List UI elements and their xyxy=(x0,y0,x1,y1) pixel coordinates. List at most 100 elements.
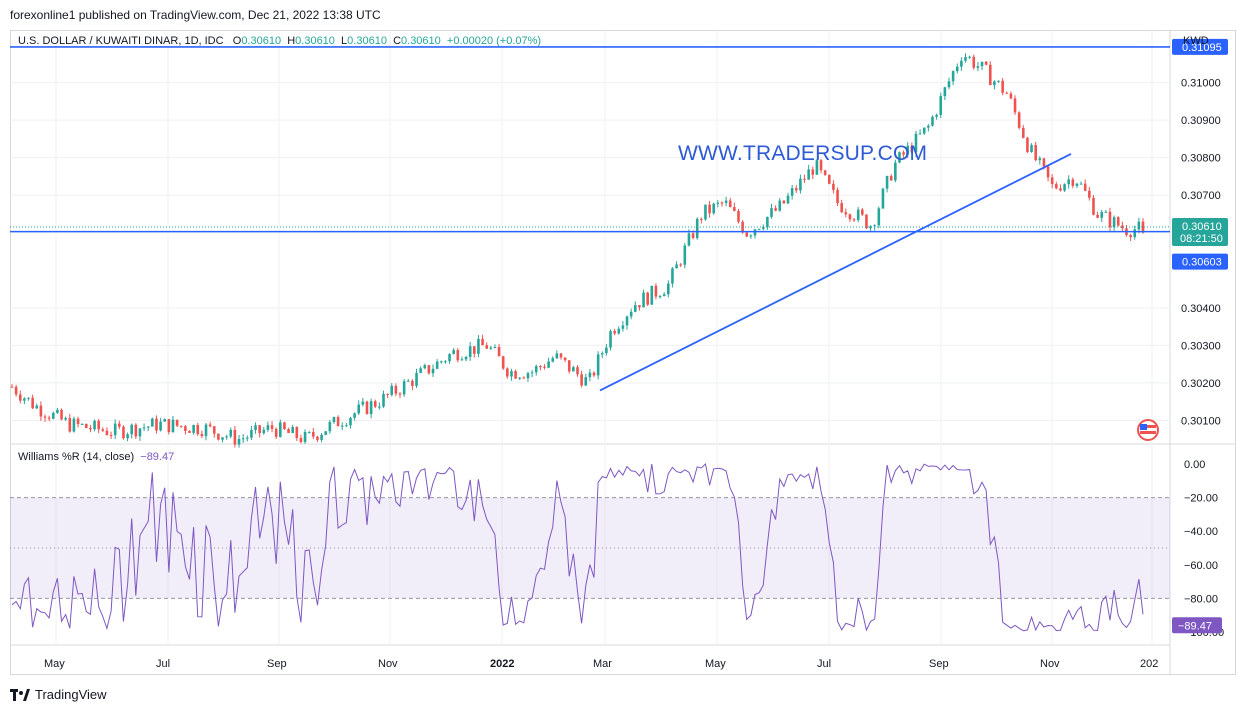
candle-body xyxy=(270,425,274,429)
candle-body xyxy=(997,80,1000,82)
candle-body xyxy=(163,419,167,422)
candle-body xyxy=(126,434,129,439)
candle-body xyxy=(357,404,361,414)
candle-body xyxy=(799,178,802,191)
candle-body xyxy=(1013,98,1017,113)
candle-body xyxy=(1046,166,1050,178)
candle-body xyxy=(745,232,749,237)
candle-body xyxy=(1079,183,1083,185)
symbol-name[interactable]: U.S. DOLLAR / KUWAITI DINAR, 1D, IDC xyxy=(18,35,224,47)
candle-body xyxy=(972,56,976,68)
candle-body xyxy=(534,366,538,373)
tradingview-logo-icon xyxy=(10,688,30,701)
indicator-name: Williams %R (14, close) xyxy=(18,451,135,463)
candle-body xyxy=(406,380,410,382)
candle-body xyxy=(287,429,290,433)
candle-body xyxy=(567,360,571,372)
candle-body xyxy=(1009,93,1013,99)
candle-body xyxy=(241,438,245,440)
candle-body xyxy=(753,229,757,236)
countdown-badge: 08:21:50 xyxy=(1180,233,1223,245)
candle-body xyxy=(914,133,918,153)
candle-body xyxy=(695,218,699,239)
candle-body xyxy=(47,417,51,419)
resistance-badge: 0.31095 xyxy=(1182,42,1222,54)
close-label: C xyxy=(393,35,402,47)
candle-body xyxy=(324,431,328,435)
candle-body xyxy=(885,176,889,189)
candle-body xyxy=(456,350,460,361)
candle-body xyxy=(559,353,563,358)
time-tick-label: Nov xyxy=(1040,658,1060,670)
candle-body xyxy=(1034,145,1037,161)
candle-body xyxy=(345,425,348,427)
candle-body xyxy=(31,397,34,409)
indicator-value: −89.47 xyxy=(140,451,175,463)
wr-line xyxy=(11,463,1144,632)
candle-body xyxy=(212,426,216,434)
candle-body xyxy=(89,428,92,430)
time-tick-label: Sep xyxy=(267,658,287,670)
candle-body xyxy=(18,394,22,401)
candle-body xyxy=(646,292,649,305)
price-tick-label: 0.30300 xyxy=(1181,340,1221,352)
candle-body xyxy=(675,264,678,269)
candle-body xyxy=(233,429,237,445)
candle-body xyxy=(658,296,662,298)
candle-body xyxy=(902,152,905,155)
currency-label[interactable]: KWD xyxy=(1183,35,1209,47)
candle-body xyxy=(299,438,303,443)
candle-body xyxy=(489,347,493,349)
time-tick-label: Nov xyxy=(378,658,398,670)
candle-body xyxy=(1083,183,1087,191)
candle-body xyxy=(229,429,233,437)
candle-body xyxy=(146,426,150,428)
time-tick-label: Mar xyxy=(593,658,612,670)
open-value: 0.30610 xyxy=(241,35,282,47)
price-tick-label: 0.30900 xyxy=(1181,115,1221,127)
candle-body xyxy=(1121,225,1124,229)
candle-body xyxy=(415,372,418,386)
candle-body xyxy=(927,125,930,128)
candle-body xyxy=(617,328,621,334)
candle-body xyxy=(530,372,534,374)
candle-body xyxy=(43,416,47,418)
candle-body xyxy=(790,188,794,196)
high-value: 0.30610 xyxy=(295,35,335,47)
candle-body xyxy=(737,210,740,222)
candle-body xyxy=(1067,179,1071,185)
candle-body xyxy=(382,393,385,407)
support-badge: 0.30603 xyxy=(1182,257,1222,269)
candle-body xyxy=(539,366,542,368)
candle-body xyxy=(155,418,158,431)
candle-body xyxy=(976,66,980,68)
candle-body xyxy=(493,347,497,349)
candle-body xyxy=(572,367,575,372)
candle-body xyxy=(861,209,864,215)
candle-body xyxy=(506,368,509,377)
candle-body xyxy=(1088,190,1091,198)
flag-icon-canton xyxy=(1140,424,1147,430)
candle-body xyxy=(935,114,938,117)
candle-body xyxy=(832,183,835,190)
candle-body xyxy=(918,133,922,135)
candle-body xyxy=(245,437,249,439)
candle-body xyxy=(543,366,546,368)
indicator-legend[interactable]: Williams %R (14, close) −89.47 xyxy=(18,451,174,463)
candle-body xyxy=(361,401,365,405)
candle-body xyxy=(609,330,612,348)
time-tick-label: Jul xyxy=(156,658,170,670)
candle-body xyxy=(411,380,414,386)
candle-body xyxy=(39,405,43,417)
candle-body xyxy=(1137,221,1141,230)
candle-body xyxy=(596,354,600,376)
candle-body xyxy=(378,406,381,408)
close-value: 0.30610 xyxy=(401,35,441,47)
candle-body xyxy=(340,425,344,427)
candle-body xyxy=(671,268,674,284)
candle-body xyxy=(1055,184,1058,189)
candle-body xyxy=(159,421,162,431)
footer-brand-text: TradingView xyxy=(35,687,107,702)
footer-brand[interactable]: TradingView xyxy=(10,687,107,702)
